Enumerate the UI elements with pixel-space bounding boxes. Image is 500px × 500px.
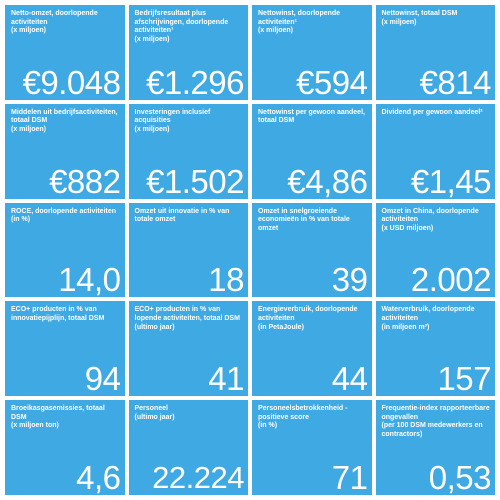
- kpi-unit: (x miljoen): [381, 18, 417, 26]
- kpi-value: 71: [331, 459, 368, 495]
- kpi-tile-broeikasgas: Broeikasgasemissies, totaal DSM (x miljoe…: [5, 400, 125, 495]
- kpi-value: 14,0: [58, 261, 121, 298]
- kpi-title: ECO+ producten in % van lopende activite…: [135, 306, 244, 332]
- kpi-title: Investeringen inclusief acquisities (x mi…: [135, 109, 244, 135]
- kpi-tile-betrokkenheid: Personeelsbetrokkenheid - positieve scor…: [252, 400, 372, 495]
- kpi-value: €594: [296, 63, 368, 100]
- kpi-unit: (x miljoen ton): [11, 422, 59, 430]
- kpi-tile-bedrijfsresultaat: Bedrijfsresultaat plus afschrijvingen, d…: [128, 5, 248, 100]
- kpi-title: Energieverbruik, doorlopende activiteite…: [258, 306, 367, 332]
- kpi-value: 157: [437, 360, 491, 397]
- kpi-value: 44: [331, 360, 368, 397]
- kpi-grid: Netto-omzet, doorlopende activiteiten (x …: [5, 5, 495, 495]
- kpi-title: Dividend per gewoon aandeel²: [381, 108, 483, 116]
- kpi-value: €1.502: [146, 162, 244, 199]
- kpi-title: ECO+ producten in % van innovatiepijplij…: [11, 306, 105, 322]
- kpi-title: Omzet in snelgroeiende economieën in % v…: [258, 207, 350, 232]
- kpi-tile-netto-omzet: Netto-omzet, doorlopende activiteiten (x …: [5, 5, 125, 100]
- kpi-title: Omzet in China, doorlopende activiteiten…: [382, 208, 491, 234]
- kpi-title: Frequentie-index rapporteerbare ongevall…: [381, 405, 490, 438]
- kpi-tile-omzet-china: Omzet in China, doorlopende activiteiten…: [375, 202, 495, 298]
- kpi-value: 41: [208, 360, 244, 397]
- kpi-tile-roce: ROCE, doorlopende activiteiten (in %) 14,…: [5, 202, 125, 298]
- kpi-unit: (per 100 DSM medewerkers en contractors): [381, 422, 483, 438]
- kpi-unit: (x USD miljoen): [381, 224, 434, 232]
- kpi-title: Personeel (ultimo jaar): [135, 405, 244, 422]
- kpi-unit: (in PetaJoule): [258, 323, 304, 331]
- kpi-unit: (in %): [258, 422, 278, 430]
- kpi-title: Omzet uit innovatie in % van totale omze…: [134, 207, 230, 224]
- kpi-title: Broeikasgasemissies, totaal DSM (x miljoe…: [11, 405, 120, 431]
- kpi-value: 22.224: [152, 460, 244, 495]
- kpi-unit: (in miljoen m³): [381, 323, 430, 331]
- kpi-value: 94: [84, 360, 121, 397]
- kpi-title: Nettowinst per gewoon aandeel, totaal DS…: [258, 108, 365, 125]
- kpi-title: Nettowinst, totaal DSM (x miljoen): [382, 10, 491, 27]
- kpi-title: Middelen uit bedrijfsactiviteiten, totaa…: [11, 108, 118, 133]
- kpi-tile-omzet-innovatie: Omzet uit innovatie in % van totale omze…: [128, 202, 248, 298]
- kpi-unit: (x miljoen): [11, 125, 47, 133]
- kpi-unit: (x miljoen): [134, 35, 170, 43]
- kpi-value: €1.296: [146, 63, 244, 100]
- kpi-unit: (in %): [11, 216, 31, 224]
- kpi-tile-eco-lopend: ECO+ producten in % van lopende activite…: [128, 301, 248, 397]
- kpi-value: €882: [49, 162, 121, 199]
- kpi-value: €814: [419, 63, 492, 100]
- kpi-tile-winst-per-aandeel: Nettowinst per gewoon aandeel, totaal DS…: [252, 103, 372, 199]
- kpi-title: ROCE, doorlopende activiteiten (in %): [11, 208, 120, 225]
- kpi-unit: (ultimo jaar): [134, 323, 175, 331]
- kpi-unit: (x miljoen): [258, 27, 294, 35]
- kpi-value: €1,45: [410, 162, 492, 199]
- kpi-tile-middelen: Middelen uit bedrijfsactiviteiten, totaa…: [5, 103, 125, 199]
- kpi-tile-investeringen: Investeringen inclusief acquisities (x mi…: [128, 103, 248, 199]
- kpi-tile-waterverbruik: Waterverbruik, doorlopende activiteiten(…: [375, 301, 495, 397]
- kpi-tile-dividend: Dividend per gewoon aandeel² €1,45: [375, 103, 495, 199]
- kpi-tile-ongevallen: Frequentie-index rapporteerbare ongevall…: [375, 400, 495, 495]
- kpi-title: Netto-omzet, doorlopende activiteiten (x …: [11, 10, 120, 36]
- kpi-value: 4,6: [76, 459, 121, 495]
- kpi-title: Personeelsbetrokkenheid - positieve scor…: [258, 405, 367, 431]
- kpi-value: 39: [331, 261, 368, 298]
- kpi-title: Nettowinst, doorlopende activiteiten¹ (x …: [258, 10, 367, 36]
- kpi-unit: (x miljoen): [11, 27, 47, 35]
- kpi-value: 0,53: [428, 459, 492, 495]
- kpi-tile-nettowinst-doorlopend: Nettowinst, doorlopende activiteiten¹ (x …: [252, 5, 372, 100]
- kpi-tile-eco-innovatie: ECO+ producten in % van innovatiepijplij…: [5, 301, 125, 397]
- kpi-tile-energieverbruik: Energieverbruik, doorlopende activiteite…: [252, 301, 372, 397]
- kpi-title: Bedrijfsresultaat plus afschrijvingen, d…: [135, 10, 244, 44]
- kpi-tile-personeel: Personeel (ultimo jaar) 22.224: [128, 400, 248, 495]
- kpi-tile-omzet-snelgroeiend: Omzet in snelgroeiende economieën in % v…: [252, 202, 372, 298]
- kpi-title: Waterverbruik, doorlopende activiteiten(…: [382, 306, 491, 332]
- kpi-unit: (ultimo jaar): [134, 413, 175, 421]
- kpi-tile-nettowinst-totaal: Nettowinst, totaal DSM (x miljoen) €814: [375, 5, 495, 100]
- kpi-value: €9.048: [22, 63, 121, 100]
- kpi-value: 2.002: [410, 261, 492, 298]
- kpi-unit: (x miljoen): [134, 125, 170, 133]
- kpi-value: €4,86: [287, 162, 368, 199]
- kpi-value: 18: [208, 261, 244, 298]
